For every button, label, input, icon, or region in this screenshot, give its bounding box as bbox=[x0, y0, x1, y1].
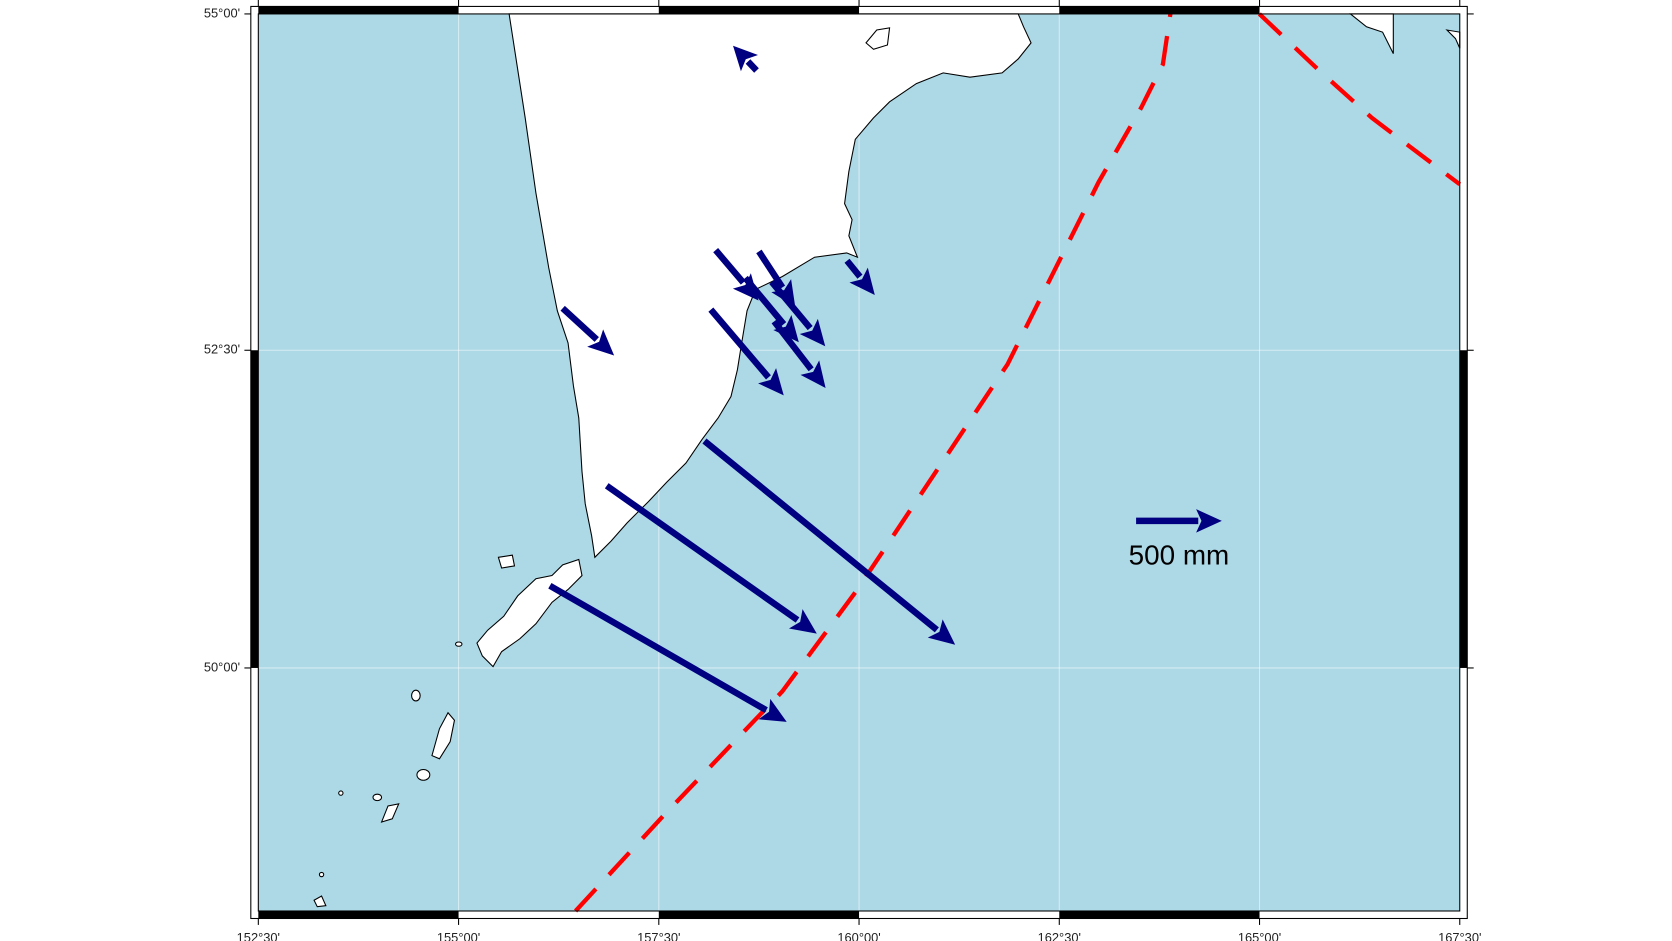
arrow-head bbox=[927, 619, 956, 645]
arrow-head bbox=[788, 609, 817, 634]
island bbox=[416, 768, 431, 781]
arrow-head bbox=[758, 368, 784, 396]
island bbox=[338, 790, 344, 796]
arrow-head bbox=[1196, 509, 1222, 533]
displacement-vector bbox=[771, 319, 826, 388]
trench bbox=[573, 12, 1462, 913]
displacement-vector bbox=[702, 438, 956, 645]
frame-bar bbox=[250, 350, 259, 668]
x-tick-label: 165°00' bbox=[1238, 930, 1281, 941]
arrow-shaft bbox=[771, 319, 814, 372]
displacement-vector bbox=[713, 248, 759, 301]
arrow-shaft bbox=[844, 258, 863, 279]
arrow-shaft bbox=[713, 248, 746, 285]
displacement-vector bbox=[548, 582, 787, 722]
arrow-head bbox=[800, 360, 826, 388]
arrow-shaft bbox=[745, 59, 759, 73]
x-tick-label: 167°30' bbox=[1438, 930, 1481, 941]
displacement-vector bbox=[769, 279, 826, 347]
arrow-shaft bbox=[742, 275, 787, 327]
frame-bar bbox=[1059, 910, 1260, 919]
vectors bbox=[548, 45, 1222, 722]
frame-bar bbox=[1459, 350, 1468, 668]
arrow-head bbox=[733, 45, 759, 72]
arrow-shaft bbox=[560, 305, 599, 342]
arrow-shaft bbox=[756, 249, 786, 290]
island bbox=[411, 689, 421, 702]
y-tick-label: 52°30' bbox=[204, 342, 240, 357]
displacement-vector bbox=[560, 305, 615, 356]
x-tick-label: 155°00' bbox=[437, 930, 480, 941]
aleutian-trench bbox=[1257, 12, 1462, 187]
frame-bar bbox=[658, 910, 860, 919]
island bbox=[865, 27, 891, 50]
arrow-head bbox=[849, 267, 875, 296]
frame-bar bbox=[258, 6, 459, 14]
island bbox=[431, 711, 456, 760]
arrow-shaft bbox=[708, 307, 771, 380]
arrow-shaft bbox=[604, 483, 800, 623]
shumshu bbox=[497, 554, 516, 569]
y-tick-label: 55°00' bbox=[204, 5, 240, 20]
island bbox=[454, 641, 463, 647]
arrow-head bbox=[587, 329, 615, 356]
displacement-vector bbox=[604, 483, 817, 634]
displacement-vector bbox=[844, 258, 875, 296]
displacement-vector bbox=[733, 45, 759, 73]
arrow-shaft bbox=[769, 279, 813, 331]
island bbox=[380, 803, 400, 823]
scale-vector bbox=[1136, 509, 1222, 533]
arrow-head bbox=[799, 318, 826, 347]
x-tick-label: 160°00' bbox=[837, 930, 880, 941]
frame bbox=[244, 0, 1474, 925]
island bbox=[313, 895, 327, 908]
scale-label: 500 mm bbox=[1129, 540, 1230, 571]
arrow-shaft bbox=[702, 438, 939, 633]
arrow-shaft bbox=[548, 582, 768, 713]
island bbox=[372, 793, 383, 802]
frame-bar bbox=[1059, 6, 1260, 14]
frame-bar bbox=[258, 910, 459, 919]
frame-bar bbox=[658, 6, 860, 14]
arrow-head bbox=[732, 273, 759, 301]
x-tick-label: 162°30' bbox=[1038, 930, 1081, 941]
displacement-vector bbox=[742, 275, 799, 343]
arrow-head bbox=[773, 314, 799, 343]
kamchatka bbox=[508, 13, 1032, 559]
x-tick-label: 152°30' bbox=[237, 930, 280, 941]
displacement-vector bbox=[708, 307, 784, 396]
x-tick-label: 157°30' bbox=[637, 930, 680, 941]
kuril-kamchatka-trench bbox=[573, 13, 1173, 913]
y-tick-label: 50°00' bbox=[204, 659, 240, 674]
arrow-head bbox=[758, 698, 787, 722]
island bbox=[318, 871, 325, 878]
